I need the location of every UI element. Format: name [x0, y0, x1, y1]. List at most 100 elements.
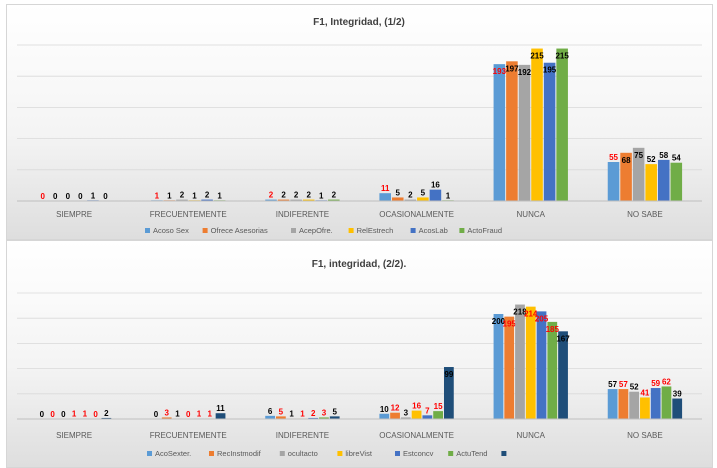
data-label: 6	[268, 407, 273, 416]
bar-4-5	[531, 48, 543, 201]
bar-4-4	[417, 197, 429, 201]
data-label: 58	[659, 151, 668, 160]
data-label: 2	[306, 191, 311, 200]
bar-1-4	[379, 193, 391, 201]
data-label: 0	[186, 410, 191, 419]
data-label: 195	[503, 320, 517, 329]
data-label: 1	[446, 191, 451, 200]
bar-1-4	[379, 413, 390, 419]
data-label: 0	[40, 192, 45, 201]
data-label: 0	[93, 410, 98, 419]
data-label: 1	[289, 409, 294, 418]
bar-7-3	[329, 416, 340, 419]
category-label: OCASIONALMENTE	[379, 431, 454, 440]
data-label: 2	[408, 191, 413, 200]
data-label: 15	[434, 402, 443, 411]
legend-swatch-1	[145, 228, 150, 233]
data-label: 205	[535, 314, 549, 323]
bar-7-4	[443, 367, 454, 419]
data-label: 2	[269, 191, 274, 200]
bar-2-3	[277, 199, 290, 201]
legend-label: AcosLab	[419, 226, 448, 235]
legend-swatch-5	[395, 451, 400, 456]
legend-label: AcoSexter.	[155, 449, 191, 458]
category-label: OCASIONALMENTE	[379, 210, 454, 219]
category-label: NO SABE	[627, 431, 663, 440]
data-label: 10	[380, 405, 389, 414]
legend-label: ocultacto	[288, 449, 318, 458]
bar-6-5	[556, 48, 568, 201]
legend-swatch-4	[337, 451, 343, 456]
data-label: 218	[513, 308, 527, 317]
data-label: 5	[332, 407, 337, 416]
bar-2-3	[276, 416, 286, 419]
data-label: 197	[505, 64, 519, 73]
bar-6-3	[319, 417, 329, 419]
bar-7-1	[101, 417, 112, 419]
legend-swatch-7	[501, 451, 507, 456]
data-label: 16	[431, 181, 440, 190]
data-label: 2	[294, 191, 299, 200]
bar-2-6	[620, 152, 632, 201]
legend-label: ActoFraud	[467, 226, 502, 235]
data-label: 1	[72, 409, 77, 418]
data-label: 16	[412, 402, 421, 411]
data-label: 0	[154, 410, 159, 419]
data-label: 1	[91, 191, 96, 200]
legend-swatch-2	[209, 451, 214, 456]
category-label: NUNCA	[517, 431, 546, 440]
legend-label: ActuTend	[456, 449, 487, 458]
legend-swatch-1	[147, 451, 152, 456]
bar-6-3	[328, 199, 340, 201]
legend-label: Acoso Sex	[153, 226, 189, 235]
bar-1-3	[265, 415, 276, 419]
legend-label: Estconcv	[403, 449, 434, 458]
bar-2-6	[618, 389, 629, 419]
data-label: 1	[192, 191, 197, 200]
data-label: 52	[647, 155, 656, 164]
bar-4-5	[525, 306, 536, 419]
data-label: 59	[651, 379, 660, 388]
bar-4-4	[411, 410, 422, 419]
bar-6-6	[661, 386, 672, 419]
data-label: 2	[281, 191, 286, 200]
bar-5-4	[422, 415, 433, 419]
data-label: 214	[524, 310, 538, 319]
data-label: 3	[404, 408, 409, 417]
data-label: 39	[673, 390, 682, 399]
data-label: 5	[421, 188, 426, 197]
bar-1-5	[493, 314, 504, 419]
legend-swatch-4	[348, 228, 354, 233]
data-label: 0	[50, 410, 55, 419]
bar-3-4	[400, 417, 411, 419]
legend-swatch-3	[291, 228, 296, 233]
data-label: 192	[518, 68, 532, 77]
bar-4-3	[302, 199, 315, 201]
bar-6-6	[670, 162, 683, 201]
bar-7-6	[672, 398, 683, 419]
data-label: 1	[83, 409, 88, 418]
legend-label: RecInstmodif	[217, 449, 262, 458]
bar-5-5	[543, 62, 556, 202]
data-label: 7	[425, 406, 430, 415]
bar-7-2	[215, 413, 226, 419]
data-label: 57	[619, 380, 628, 389]
data-label: 2	[311, 409, 316, 418]
data-label: 3	[322, 408, 327, 417]
bar-5-2	[201, 199, 213, 201]
data-label: 0	[66, 192, 71, 201]
data-label: 215	[530, 52, 544, 61]
data-label: 215	[555, 52, 569, 61]
bar-5-5	[536, 311, 547, 419]
data-label: 12	[391, 404, 400, 413]
bar-5-4	[429, 189, 442, 201]
chart-title: F1, Integridad, (1/2)	[313, 17, 405, 28]
bar-2-4	[391, 197, 404, 201]
chart-panel-1: F1, Integridad, (1/2) 0 0 0 0 1 0 SIEMPRE 1 1 2 1 2 1…	[6, 4, 713, 240]
data-label: 3	[164, 408, 169, 417]
data-label: 200	[492, 317, 506, 326]
bar-2-5	[504, 316, 515, 419]
category-label: NO SABE	[627, 210, 663, 219]
data-label: 99	[444, 370, 453, 379]
data-label: 0	[40, 410, 45, 419]
